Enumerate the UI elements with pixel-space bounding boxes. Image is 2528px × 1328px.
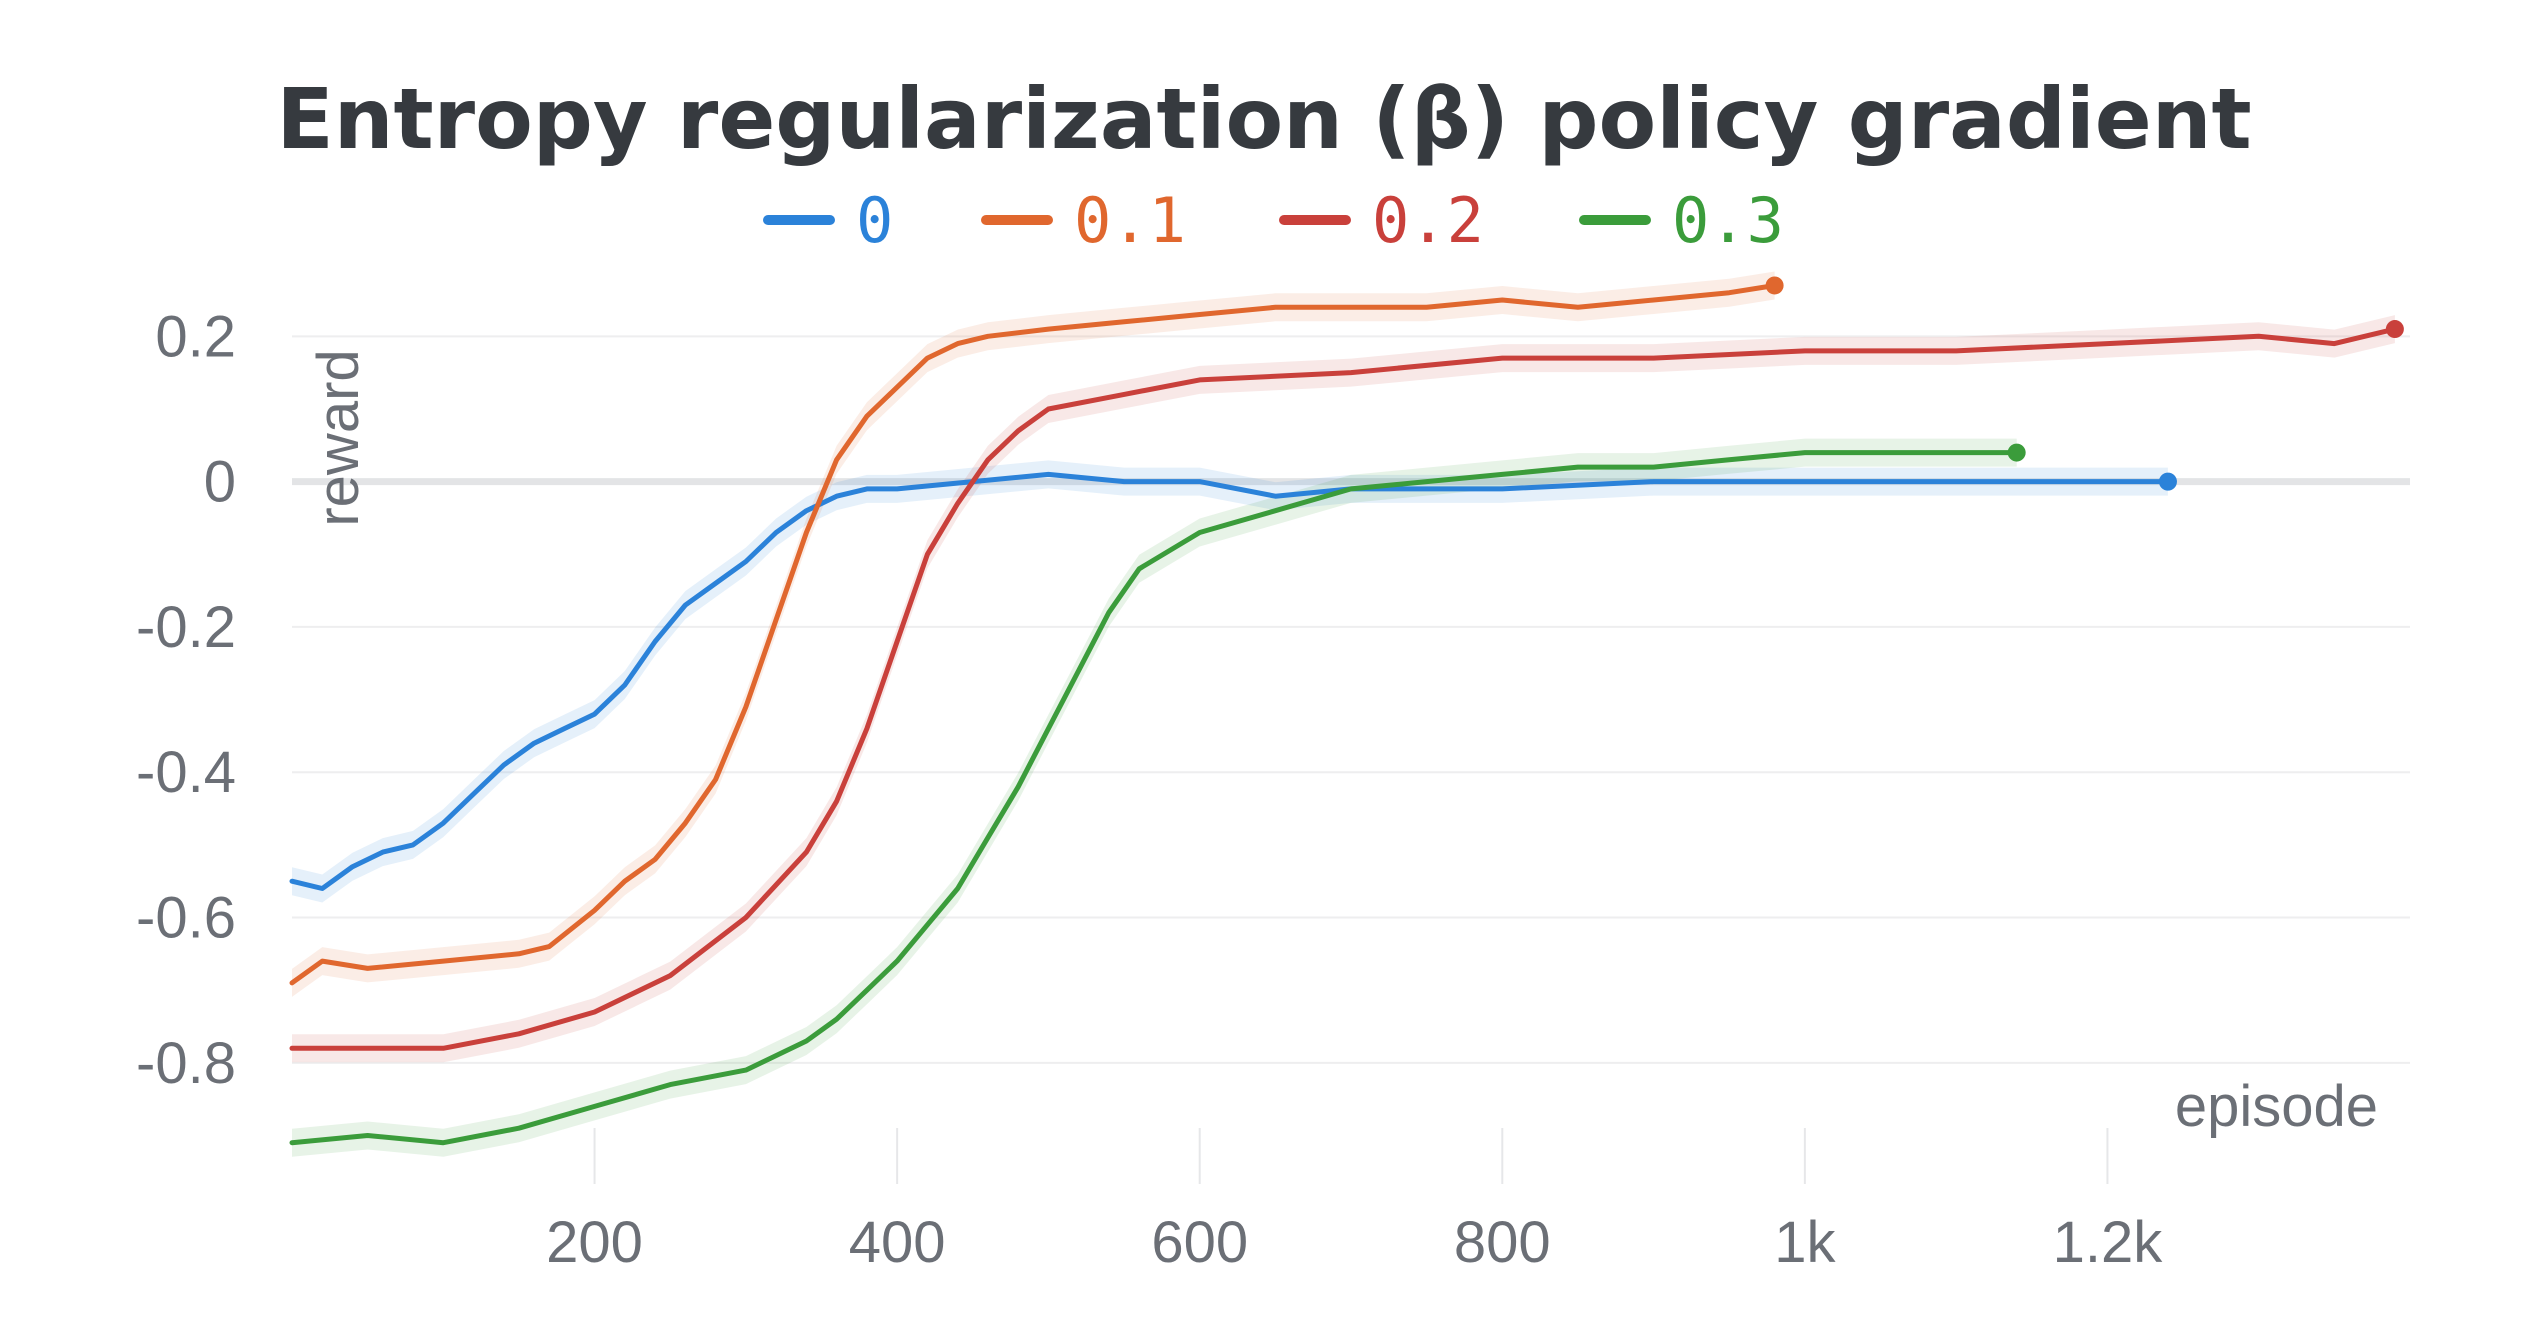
x-axis-ticks: 200 400 600 800 1k 1.2k (546, 1128, 2163, 1275)
y-tick-label: 0 (204, 450, 236, 515)
x-tick-label: 200 (546, 1210, 643, 1275)
x-tick-label: 800 (1454, 1210, 1551, 1275)
series-band-0.1 (292, 271, 1775, 997)
series-endpoint-0.3 (2007, 443, 2026, 462)
x-axis-label: episode (2175, 1074, 2378, 1139)
legend-label-0.1: 0.1 (1074, 184, 1186, 257)
x-tick-label: 1.2k (2053, 1210, 2164, 1275)
series-endpoint-0.2 (2385, 320, 2404, 339)
series-line-0.1 (289, 283, 1778, 986)
legend-label-0: 0 (856, 184, 893, 257)
series-line-0.2 (289, 326, 2398, 1051)
y-tick-label: 0.2 (155, 304, 236, 369)
series-endpoint-0.1 (1765, 276, 1784, 295)
x-tick-label: 1k (1774, 1210, 1836, 1275)
series-line-0 (289, 471, 2171, 891)
legend: 0 0.1 0.2 0.3 (763, 184, 1784, 257)
y-tick-label: -0.8 (136, 1031, 236, 1096)
y-tick-label: -0.4 (136, 740, 236, 805)
series-lines (289, 283, 2398, 1146)
series-endpoints (1765, 276, 2404, 491)
y-tick-label: -0.6 (136, 886, 236, 951)
chart-title: Entropy regularization (β) policy gradie… (276, 70, 2251, 168)
series-line-0.3 (289, 450, 2020, 1146)
series-band-0.3 (292, 438, 2017, 1157)
series-endpoint-0 (2158, 472, 2177, 491)
x-tick-label: 600 (1151, 1210, 1248, 1275)
legend-label-0.2: 0.2 (1372, 184, 1484, 257)
x-tick-label: 400 (849, 1210, 946, 1275)
confidence-bands (292, 271, 2395, 1157)
y-tick-label: -0.2 (136, 595, 236, 660)
y-axis-ticks: 0.2 0 -0.2 -0.4 -0.6 -0.8 (136, 304, 236, 1095)
y-axis-label: reward (306, 349, 371, 526)
legend-label-0.3: 0.3 (1672, 184, 1784, 257)
